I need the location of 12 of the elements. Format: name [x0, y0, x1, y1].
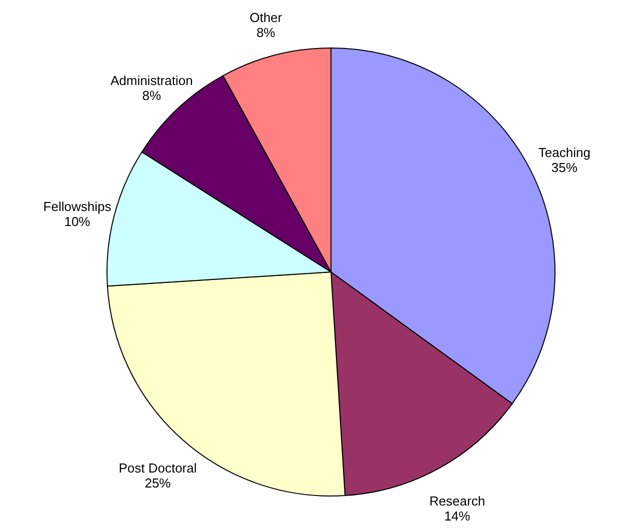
slice-label: Research	[429, 494, 486, 509]
data-label: 25%	[144, 476, 172, 491]
data-label: 8%	[142, 88, 162, 104]
slice-label: Fellowships	[43, 198, 112, 214]
slice-label: Teaching	[538, 145, 590, 160]
data-label: 35%	[551, 160, 578, 176]
data-label: 10%	[64, 214, 91, 229]
data-label: 14%	[444, 508, 471, 524]
slice-label: Post Doctoral	[118, 460, 197, 476]
slice-label: Administration	[110, 73, 193, 88]
data-label: 8%	[256, 25, 276, 40]
slice-label: Other	[250, 10, 283, 26]
